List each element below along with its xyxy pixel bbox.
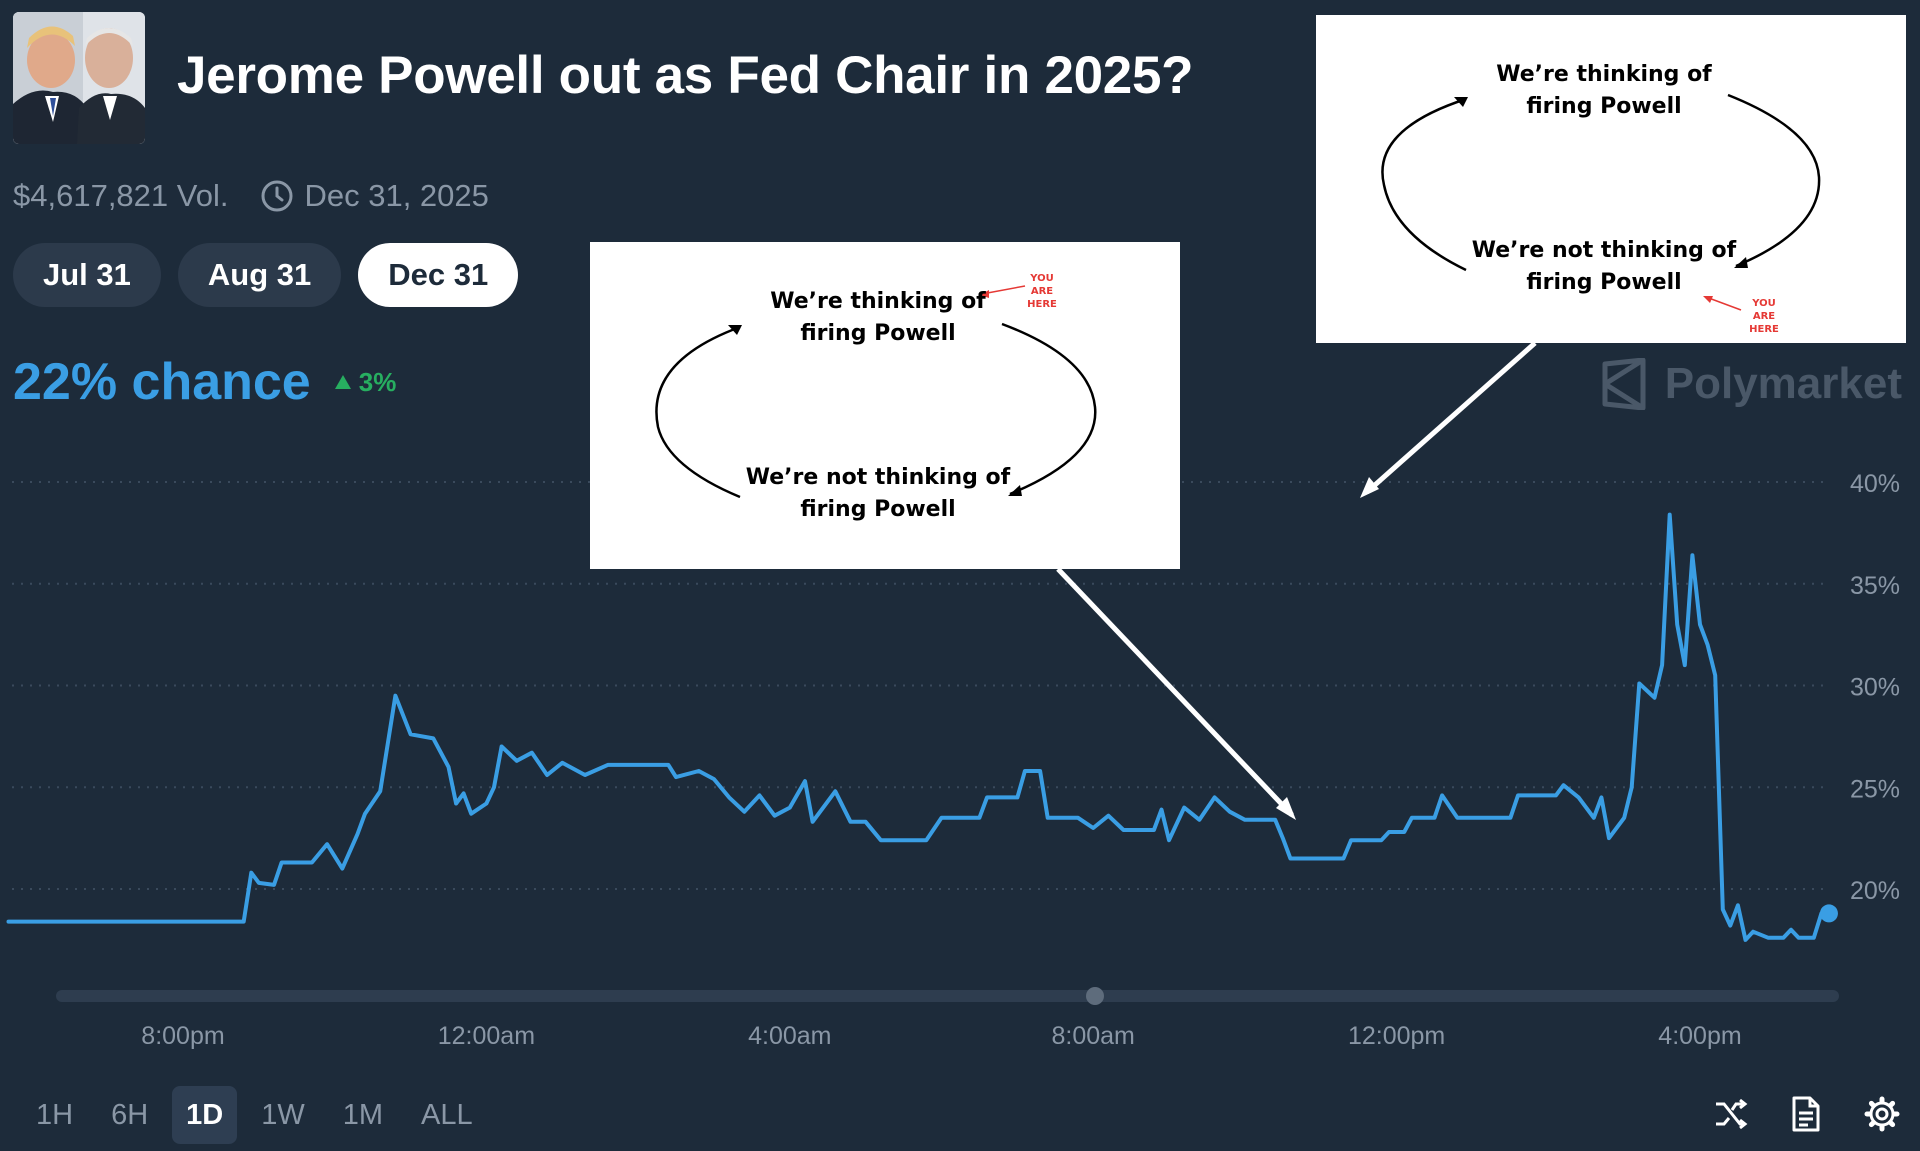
arrow-line-2 <box>1365 341 1537 494</box>
range-1m[interactable]: 1M <box>342 1098 384 1131</box>
arrow-line-1 <box>1056 567 1294 817</box>
meme-1-bottom-text: We’re not thinking of firing Powell <box>745 465 1011 522</box>
price-line <box>6 512 1831 942</box>
cycle-arrows-1 <box>655 285 1097 499</box>
clock-icon <box>261 180 293 212</box>
x-tick-label: 12:00pm <box>1348 1022 1445 1050</box>
meme-panel-2: We’re thinking of firing Powell We’re no… <box>1316 15 1906 343</box>
settings-icon <box>1864 1096 1900 1132</box>
polymarket-watermark: Polymarket <box>1601 358 1902 410</box>
watermark-label: Polymarket <box>1664 359 1902 408</box>
x-tick-label: 12:00am <box>438 1022 535 1050</box>
market-title: Jerome Powell out as Fed Chair in 2025? <box>177 46 1194 105</box>
current-price-dot <box>1819 904 1838 923</box>
chance-delta: 3% <box>333 366 397 398</box>
date-tab-jul-31[interactable]: Jul 31 <box>13 243 161 307</box>
rules-button[interactable] <box>1786 1094 1826 1134</box>
y-tick-label: 20% <box>1850 877 1900 905</box>
shuffle-button[interactable] <box>1710 1094 1750 1134</box>
cycle-arrows-2 <box>1381 93 1821 311</box>
market-meta: $4,617,821 Vol. Dec 31, 2025 <box>13 178 489 214</box>
y-tick-label: 35% <box>1850 572 1900 600</box>
time-scrubber[interactable] <box>56 987 1839 1005</box>
arrow-head-2 <box>1360 477 1379 498</box>
triangle-up-icon <box>334 375 351 389</box>
range-1h[interactable]: 1H <box>36 1098 74 1131</box>
chance-value: 22% chance <box>13 353 311 411</box>
y-tick-label: 40% <box>1850 470 1900 498</box>
meme-2-you-are-here: YOU ARE HERE <box>1749 298 1779 335</box>
meme-1-you-are-here: YOU ARE HERE <box>1027 273 1057 310</box>
meme-2-bottom-text: We’re not thinking of firing Powell <box>1471 238 1737 295</box>
date-tab-aug-31[interactable]: Aug 31 <box>177 243 342 307</box>
delta-value: 3% <box>358 366 397 397</box>
x-tick-label: 4:00pm <box>1658 1022 1741 1050</box>
range-1d[interactable]: 1D <box>172 1086 238 1144</box>
shuffle-icon <box>1716 1098 1748 1130</box>
date-tabs: Jul 31 Aug 31 Dec 31 <box>13 243 519 307</box>
range-1w[interactable]: 1W <box>261 1098 305 1131</box>
x-tick-label: 8:00pm <box>141 1022 224 1050</box>
x-tick-label: 8:00am <box>1052 1022 1135 1050</box>
time-range-tabs: 1H 6H 1D 1W 1M ALL <box>22 1086 487 1144</box>
end-date-label: Dec 31, 2025 <box>304 178 489 213</box>
document-icon <box>1792 1096 1820 1132</box>
chart-tools <box>1710 1094 1902 1134</box>
volume-label: $4,617,821 Vol. <box>13 178 229 213</box>
meme-1-top-text: We’re thinking of firing Powell <box>770 289 986 346</box>
y-tick-label: 25% <box>1850 775 1900 803</box>
arrow-head-1 <box>1276 797 1296 820</box>
range-all[interactable]: ALL <box>421 1098 473 1131</box>
scrubber-handle[interactable] <box>1086 987 1104 1005</box>
price-chart: 20% 25% 30% 35% 40% 8:00pm 12:00am 4:00am 8:00a… <box>6 341 1900 1050</box>
range-6h[interactable]: 6H <box>111 1098 149 1131</box>
y-tick-label: 30% <box>1850 674 1900 702</box>
meme-panel-1: We’re thinking of firing Powell We’re no… <box>590 242 1180 569</box>
meme-2-top-text: We’re thinking of firing Powell <box>1496 62 1712 119</box>
polymarket-logo-icon <box>1602 358 1646 410</box>
market-thumbnail <box>13 12 145 144</box>
settings-button[interactable] <box>1862 1094 1902 1134</box>
x-tick-label: 4:00am <box>748 1022 831 1050</box>
date-tab-dec-31[interactable]: Dec 31 <box>358 243 519 307</box>
chance-readout: 22% chance 3% <box>13 352 396 412</box>
